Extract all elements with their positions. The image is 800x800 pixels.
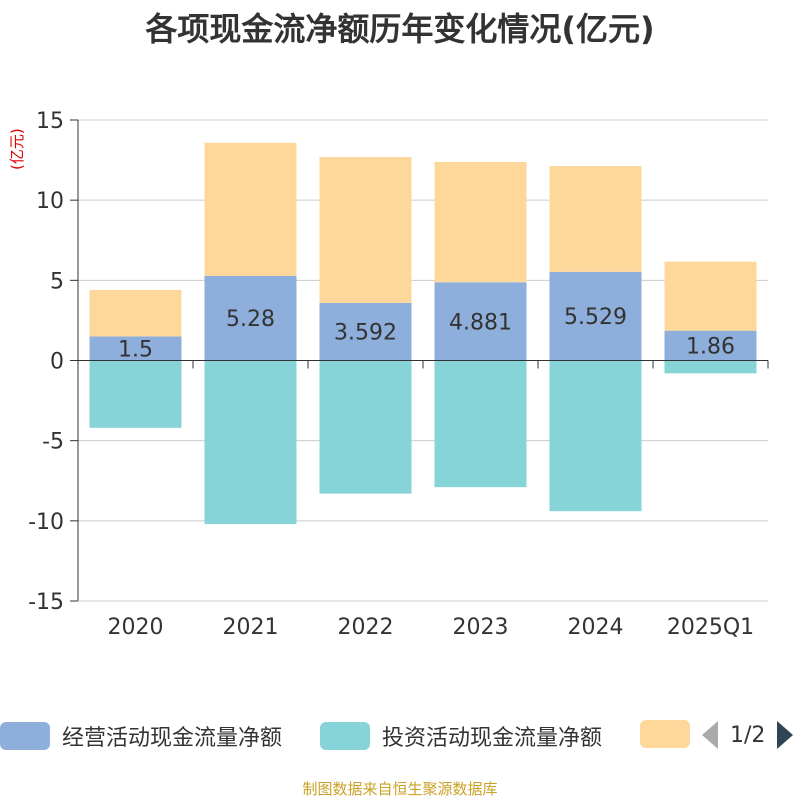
bar-third: [89, 289, 182, 337]
bar-data-label: 5.28: [226, 307, 275, 332]
bar-data-label: 5.529: [564, 305, 627, 330]
bar-third: [204, 142, 297, 276]
bar-operating: [434, 282, 527, 361]
bar-investing: [434, 360, 527, 488]
chart-area: 15 10 5 0 -5 -10 -15 1.5 5.28 3.592 4.881 5.529 1.86…: [28, 109, 769, 640]
data-source-footer: 制图数据来自恒生聚源数据库: [302, 780, 498, 798]
x-tick-label: 2022: [338, 615, 394, 640]
bar-operating: [204, 275, 297, 361]
bar-data-label: 4.881: [449, 310, 512, 335]
legend-label-investing: 投资活动现金流量净额: [382, 726, 603, 751]
chart-title: 各项现金流净额历年变化情况(亿元): [145, 10, 655, 48]
legend-prev-icon[interactable]: [702, 721, 718, 749]
x-tick-label: 2020: [108, 615, 164, 640]
bar-third: [434, 161, 527, 283]
y-tick-label: -5: [42, 430, 64, 455]
bar-operating: [319, 302, 412, 361]
y-tick-label: -10: [28, 510, 64, 535]
legend-page-indicator: 1/2: [730, 722, 766, 748]
bar-data-label: 3.592: [334, 321, 397, 346]
legend-label-operating: 经营活动现金流量净额: [62, 726, 283, 751]
y-tick-label: 5: [50, 269, 64, 294]
bar-investing: [549, 360, 642, 512]
bar-operating: [549, 271, 642, 361]
x-tick-label: 2021: [223, 615, 279, 640]
legend-swatch-operating: [0, 722, 50, 750]
legend-item-third[interactable]: [640, 720, 702, 748]
legend-swatch-investing: [320, 722, 370, 750]
y-tick-label: 0: [50, 350, 64, 375]
x-tick-label: 2023: [453, 615, 509, 640]
legend: 经营活动现金流量净额 投资活动现金流量净额 1/2: [0, 714, 800, 754]
y-tick-label: 10: [36, 189, 64, 214]
bar-investing: [89, 360, 182, 428]
bar-third: [549, 166, 642, 272]
bar-data-label: 1.5: [118, 337, 153, 362]
bar-investing: [319, 360, 412, 494]
legend-swatch-third: [640, 720, 690, 748]
legend-pager: 1/2: [702, 720, 794, 750]
x-tick-label: 2025Q1: [667, 615, 754, 640]
y-tick-label: 15: [36, 109, 64, 134]
legend-item-operating[interactable]: 经营活动现金流量净额: [0, 720, 282, 752]
bar-operating: [664, 330, 757, 361]
bar-third: [664, 261, 757, 331]
legend-item-investing[interactable]: 投资活动现金流量净额: [320, 720, 602, 752]
bar-third: [319, 157, 412, 303]
bar-investing: [664, 360, 757, 374]
y-tick-label: -15: [28, 590, 64, 615]
bar-investing: [204, 360, 297, 525]
bar-operating: [89, 336, 182, 361]
x-tick-label: 2024: [568, 615, 624, 640]
legend-next-icon[interactable]: [777, 721, 794, 749]
bar-data-label: 1.86: [686, 335, 735, 360]
